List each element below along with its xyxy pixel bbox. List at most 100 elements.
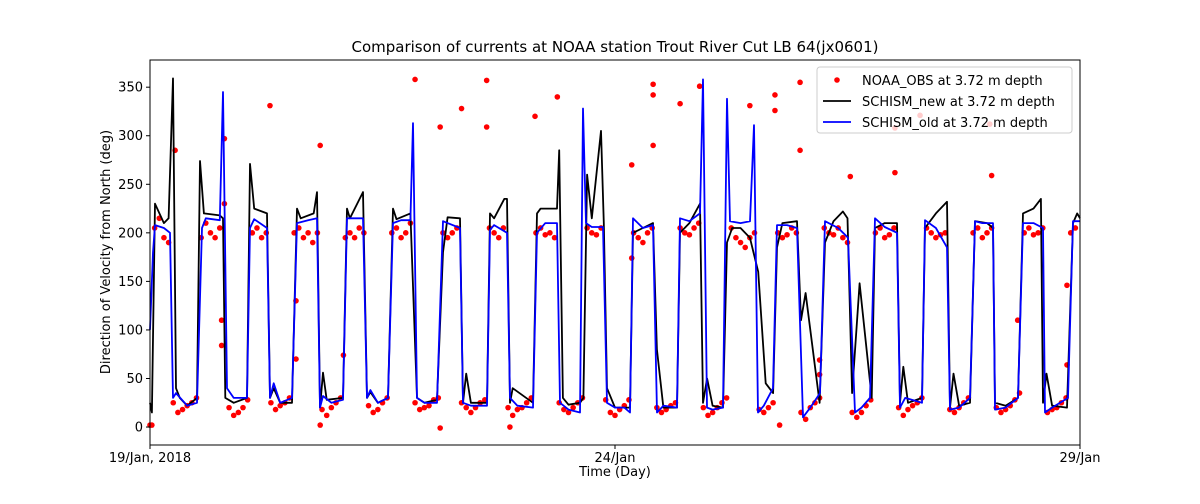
obs-point [1035, 230, 1041, 236]
obs-point [881, 234, 888, 241]
obs-point [226, 404, 232, 411]
obs-point [628, 162, 635, 168]
y-tick-label: 200 [118, 226, 143, 241]
obs-point [212, 234, 218, 241]
obs-point [847, 173, 854, 180]
obs-point [733, 234, 739, 241]
obs-point [891, 225, 897, 231]
obs-point [412, 399, 418, 406]
obs-point [737, 239, 744, 246]
obs-point [650, 81, 656, 88]
obs-point [458, 105, 465, 112]
obs-point [797, 79, 803, 86]
obs-point [218, 317, 225, 324]
obs-point [554, 94, 561, 100]
obs-point [723, 395, 730, 401]
legend-label: NOAA_OBS at 3.72 m depth [862, 74, 1043, 89]
plot-marks [147, 76, 1081, 431]
obs-point [849, 409, 855, 416]
obs-point [491, 230, 497, 236]
obs-point [416, 406, 423, 413]
obs-point [277, 402, 284, 409]
obs-point [421, 404, 428, 411]
obs-point [779, 234, 786, 241]
y-axis-label: Direction of Velocity from North (deg) [99, 130, 114, 374]
y-tick-label: 350 [118, 81, 143, 96]
obs-point [179, 406, 186, 413]
obs-point [854, 414, 860, 421]
obs-point [505, 404, 511, 411]
obs-point [449, 230, 456, 236]
obs-point [254, 225, 260, 231]
obs-point [802, 416, 809, 423]
obs-point [696, 83, 703, 90]
obs-point [161, 234, 167, 241]
obs-point [570, 404, 576, 411]
obs-point [705, 412, 711, 419]
x-axis: 19/Jan, 2018 24/Jan 29/Jan [109, 445, 1101, 466]
obs-point [984, 230, 990, 236]
obs-point [375, 406, 381, 413]
obs-point [463, 404, 470, 411]
obs-point [742, 244, 748, 251]
obs-point [444, 234, 451, 241]
obs-point [412, 76, 418, 83]
obs-point [365, 402, 372, 409]
obs-point [370, 409, 377, 416]
obs-point [951, 409, 958, 416]
obs-point [235, 409, 242, 416]
obs-point [483, 124, 490, 130]
obs-point [644, 230, 651, 236]
obs-point [393, 225, 400, 231]
obs-point [650, 142, 656, 149]
obs-point [635, 234, 642, 241]
obs-point [772, 92, 778, 98]
obs-point [356, 225, 363, 231]
obs-point [765, 404, 772, 411]
obs-point [1026, 225, 1032, 231]
obs-point [175, 409, 181, 416]
obs-point [351, 234, 358, 241]
obs-point [230, 412, 237, 419]
obs-point [858, 409, 865, 416]
x-tick-label: 19/Jan, 2018 [109, 451, 191, 466]
obs-point [317, 142, 323, 149]
legend-label: SCHISM_old at 3.72 m depth [862, 116, 1048, 131]
obs-point [797, 147, 803, 154]
obs-point [170, 399, 177, 406]
obs-point [402, 230, 409, 236]
obs-point [640, 239, 646, 246]
obs-point [1014, 317, 1021, 324]
obs-point [328, 404, 335, 411]
obs-point [886, 231, 893, 238]
obs-point [272, 406, 279, 413]
obs-point [547, 230, 553, 236]
obs-point [593, 231, 600, 238]
obs-point [565, 409, 572, 416]
obs-point [309, 239, 316, 246]
obs-point [323, 412, 330, 419]
obs-point [317, 422, 323, 428]
obs-point [677, 100, 683, 107]
obs-point [709, 409, 716, 416]
obs-point [542, 231, 549, 238]
obs-point [770, 399, 776, 406]
legend-box [816, 66, 1073, 134]
legend-label: SCHISM_new at 3.72 m depth [862, 95, 1055, 110]
obs-point [300, 234, 307, 241]
obs-point [207, 230, 214, 236]
obs-point [900, 412, 907, 419]
obs-point [658, 409, 665, 416]
obs-point [1064, 282, 1070, 289]
obs-point [509, 412, 516, 419]
x-tick-label: 29/Jan [1060, 451, 1101, 466]
obs-point [612, 412, 618, 419]
obs-point [398, 234, 404, 241]
obs-point [933, 234, 939, 241]
x-tick-label: 24/Jan [595, 451, 636, 466]
obs-point [905, 406, 911, 413]
obs-point [784, 231, 790, 238]
obs-point [437, 425, 443, 431]
obs-point [551, 234, 558, 241]
